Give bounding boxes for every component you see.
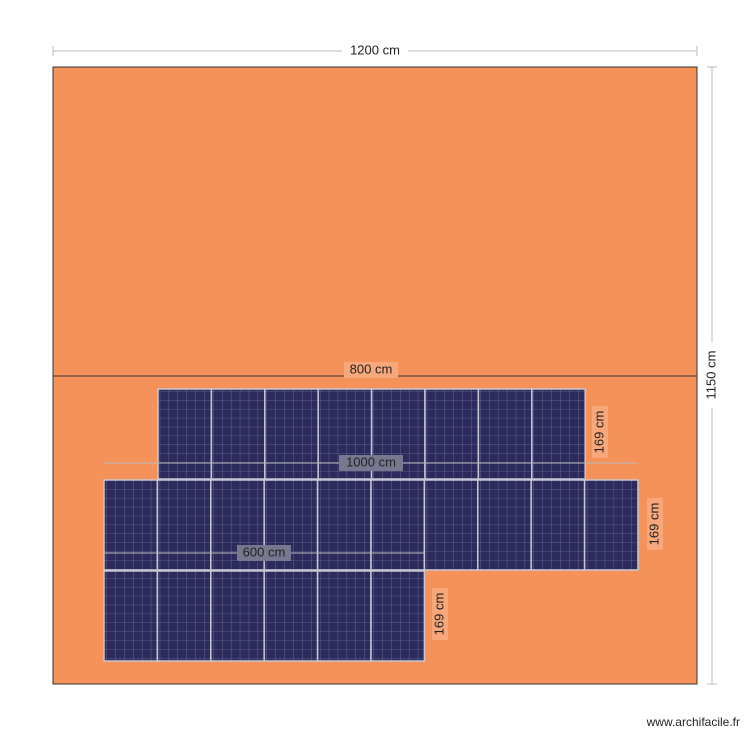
label-bg <box>339 455 403 471</box>
label-bg <box>344 362 398 378</box>
solar-panel <box>583 479 639 571</box>
solar-panel <box>424 388 480 480</box>
label-bg <box>237 545 291 561</box>
solar-panel <box>530 479 586 571</box>
label-bg <box>704 342 720 408</box>
solar-panel <box>316 570 372 662</box>
dimension-label: 169 cm <box>646 503 661 546</box>
label-bg <box>592 406 608 458</box>
dimension-label: 1150 cm <box>703 351 718 400</box>
solar-panel <box>210 388 266 480</box>
solar-panel <box>156 479 212 571</box>
solar-panel <box>103 570 159 662</box>
dimension-label: 600 cm <box>243 544 286 559</box>
panel-dimensions: 800 cm 169 cm 1000 cm 169 cm 600 cm 169 … <box>104 361 663 640</box>
solar-panels <box>103 388 639 662</box>
watermark: www.archifacile.fr <box>646 715 740 729</box>
solar-panel <box>210 570 265 662</box>
dimension-label: 800 cm <box>350 361 393 376</box>
solar-panel <box>477 479 532 571</box>
label-bg <box>647 498 663 550</box>
dimension-label: 169 cm <box>591 411 606 454</box>
solar-panel <box>531 388 586 480</box>
solar-panel <box>370 479 426 571</box>
solar-panel <box>156 570 212 662</box>
dimension-label: 169 cm <box>431 593 446 636</box>
dimension-label: 1000 cm <box>346 454 396 469</box>
solar-panel <box>477 388 533 480</box>
solar-panel <box>316 479 372 571</box>
solar-panel <box>370 570 426 662</box>
solar-panel <box>264 388 319 480</box>
solar-panel <box>157 388 213 480</box>
solar-panel <box>263 570 319 662</box>
solar-panel <box>103 479 159 571</box>
dimension-label: 1200 cm <box>350 42 400 57</box>
solar-panel <box>423 479 479 571</box>
label-bg <box>432 588 448 640</box>
label-bg <box>342 43 408 59</box>
